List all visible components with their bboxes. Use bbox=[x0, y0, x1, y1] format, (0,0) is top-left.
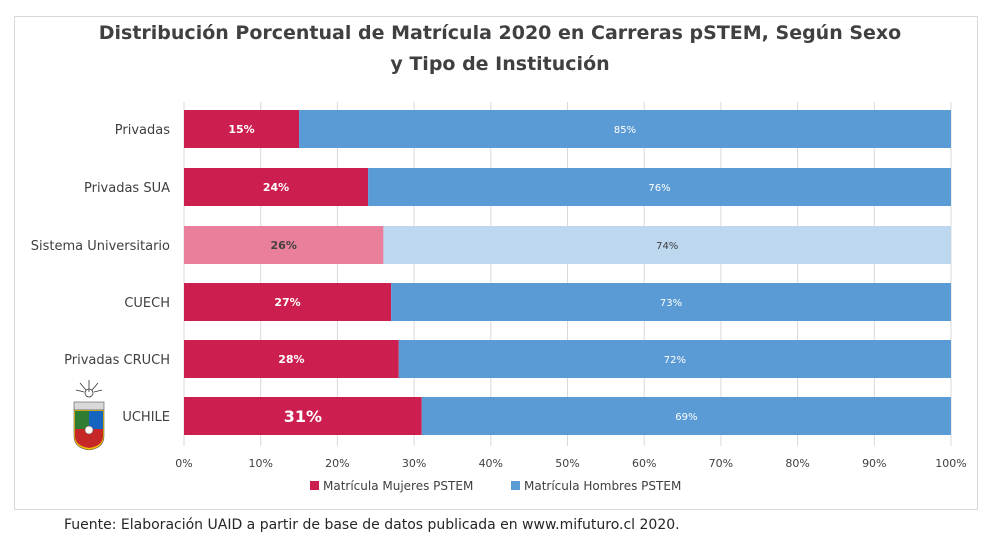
legend-swatch-men bbox=[511, 481, 520, 490]
bar-women bbox=[184, 283, 392, 321]
x-tick-label: 10% bbox=[248, 457, 272, 470]
category-label: Privadas bbox=[115, 123, 170, 138]
bar-women bbox=[184, 110, 300, 148]
x-tick-label: 60% bbox=[632, 457, 656, 470]
chart-title: Distribución Porcentual de Matrícula 202… bbox=[0, 18, 1000, 80]
legend-swatch-women bbox=[310, 481, 319, 490]
data-label-women: 28% bbox=[278, 353, 304, 366]
x-tick-label: 30% bbox=[402, 457, 426, 470]
category-label: UCHILE bbox=[122, 410, 170, 425]
data-label-men: 74% bbox=[656, 241, 678, 252]
x-tick-label: 40% bbox=[479, 457, 503, 470]
bar-men bbox=[398, 340, 951, 378]
category-label: Privadas CRUCH bbox=[64, 353, 170, 368]
bar-men bbox=[391, 283, 952, 321]
bar-women bbox=[184, 226, 384, 264]
category-label: Sistema Universitario bbox=[31, 239, 170, 254]
chart-title-line-2: y Tipo de Institución bbox=[390, 53, 610, 75]
source-footnote: Fuente: Elaboración UAID a partir de bas… bbox=[64, 517, 680, 533]
data-label-men: 72% bbox=[664, 355, 686, 366]
data-label-women: 26% bbox=[271, 239, 297, 252]
x-tick-label: 0% bbox=[175, 457, 192, 470]
category-label: Privadas SUA bbox=[84, 181, 170, 196]
bar-men bbox=[421, 397, 951, 435]
category-label: CUECH bbox=[124, 296, 170, 311]
data-label-women: 31% bbox=[284, 407, 322, 426]
data-label-men: 73% bbox=[660, 298, 682, 309]
bar-women bbox=[184, 340, 399, 378]
bar-men bbox=[299, 110, 951, 148]
legend-label-men: Matrícula Hombres PSTEM bbox=[524, 479, 681, 493]
x-tick-label: 50% bbox=[555, 457, 579, 470]
legend-label-women: Matrícula Mujeres PSTEM bbox=[323, 479, 473, 493]
data-label-women: 27% bbox=[274, 296, 300, 309]
chart-title-line-1: Distribución Porcentual de Matrícula 202… bbox=[98, 22, 902, 44]
bar-women bbox=[184, 168, 369, 206]
university-crest-logo bbox=[73, 380, 105, 451]
data-label-men: 85% bbox=[614, 125, 636, 136]
data-label-men: 76% bbox=[648, 183, 670, 194]
bar-men bbox=[383, 226, 951, 264]
data-label-women: 15% bbox=[228, 123, 254, 136]
x-tick-label: 20% bbox=[325, 457, 349, 470]
x-tick-label: 70% bbox=[709, 457, 733, 470]
x-tick-label: 100% bbox=[935, 457, 966, 470]
x-tick-label: 90% bbox=[862, 457, 886, 470]
data-label-men: 69% bbox=[675, 412, 697, 423]
data-label-women: 24% bbox=[263, 181, 289, 194]
bar-women bbox=[184, 397, 422, 435]
x-tick-label: 80% bbox=[785, 457, 809, 470]
bar-men bbox=[368, 168, 952, 206]
